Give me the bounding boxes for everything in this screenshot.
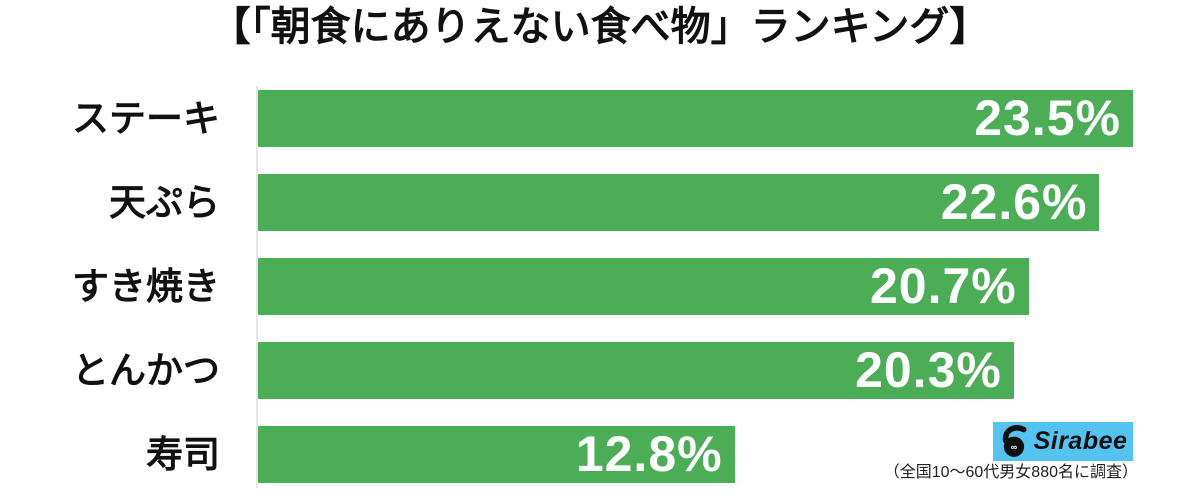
sirabee-logo: ∞ Sirabee — [993, 422, 1133, 461]
bar: 20.3% — [258, 342, 1014, 399]
bar-row: 寿司 12.8% — [0, 426, 1200, 483]
category-label: ステーキ — [72, 98, 220, 139]
chart-title: 【「朝食にありえない食べ物」ランキング】 — [210, 5, 990, 49]
sirabee-mascot-icon: ∞ — [1002, 425, 1027, 457]
category-label: 寿司 — [146, 434, 220, 475]
y-axis-line — [256, 86, 258, 488]
value-label: 23.5% — [974, 90, 1121, 146]
bar-row: ステーキ 23.5% — [0, 90, 1200, 147]
sirabee-logo-text: Sirabee — [1033, 427, 1128, 455]
bar-track: 20.7% — [258, 258, 1133, 315]
bar: 23.5% — [258, 90, 1133, 147]
bar-track: 20.3% — [258, 342, 1133, 399]
bar-row: すき焼き 20.7% — [0, 258, 1200, 315]
bar-rows: ステーキ 23.5% 天ぷら 22.6% すき焼き 20.7% — [0, 90, 1200, 483]
value-label: 12.8% — [575, 426, 723, 482]
value-label: 20.3% — [855, 342, 1002, 398]
bar-track: 12.8% — [258, 426, 1133, 483]
value-label: 22.6% — [940, 174, 1088, 230]
bar-track: 23.5% — [258, 90, 1133, 147]
bar-row: 天ぷら 22.6% — [0, 174, 1200, 231]
survey-footnote: （全国10〜60代男女880名に調査） — [883, 464, 1138, 481]
bar-row: とんかつ 20.3% — [0, 342, 1200, 399]
bar: 20.7% — [258, 258, 1029, 315]
bar: 12.8% — [258, 426, 735, 483]
bar: 22.6% — [258, 174, 1100, 231]
bar-track: 22.6% — [258, 174, 1133, 231]
category-label: すき焼き — [72, 266, 220, 307]
value-label: 20.7% — [869, 258, 1017, 314]
svg-text:∞: ∞ — [1010, 442, 1017, 452]
category-label: とんかつ — [72, 350, 220, 391]
category-label: 天ぷら — [109, 182, 220, 223]
